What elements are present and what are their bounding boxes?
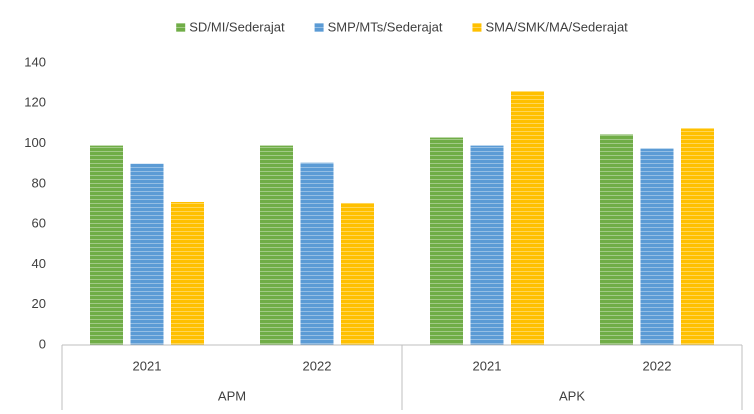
y-tick-label: 60 <box>32 216 46 231</box>
group-label: APM <box>218 388 246 403</box>
x-tick-label: 2022 <box>643 358 672 373</box>
legend-label: SMA/SMK/MA/Sederajat <box>485 19 628 34</box>
y-tick-label: 80 <box>32 175 46 190</box>
legend-swatch <box>176 23 186 32</box>
x-tick-label: 2022 <box>303 358 332 373</box>
x-tick-label: 2021 <box>473 358 502 373</box>
bar <box>90 145 123 345</box>
x-tick-label: 2021 <box>133 358 162 373</box>
bar <box>300 162 334 345</box>
bar <box>341 202 374 345</box>
legend-label: SD/MI/Sederajat <box>189 19 285 34</box>
y-tick-label: 140 <box>24 54 46 69</box>
y-tick-label: 40 <box>32 256 46 271</box>
bar <box>640 148 674 345</box>
legend: SD/MI/Sederajat SMP/MTs/Sederajat SMA/SMK/… <box>176 19 628 34</box>
bar <box>430 137 463 345</box>
bar <box>600 134 633 345</box>
y-tick-label: 0 <box>39 336 46 351</box>
bar <box>681 128 714 345</box>
legend-swatch <box>472 23 482 32</box>
bar <box>130 163 164 345</box>
y-tick-label: 100 <box>24 135 46 150</box>
bar <box>470 145 504 345</box>
legend-label: SMP/MTs/Sederajat <box>328 19 443 34</box>
group-label: APK <box>559 388 585 403</box>
bar <box>260 145 293 345</box>
bar <box>511 91 544 345</box>
y-tick-label: 20 <box>32 296 46 311</box>
bar <box>171 201 204 345</box>
y-tick-label: 120 <box>24 95 46 110</box>
legend-swatch <box>314 23 324 32</box>
